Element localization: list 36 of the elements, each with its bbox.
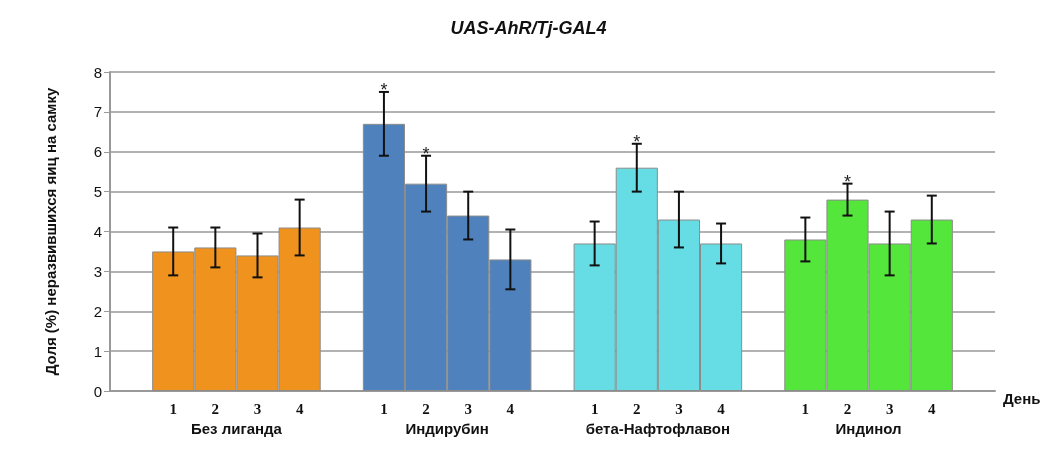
data-label: * bbox=[843, 171, 852, 192]
x-tick-label: 4 bbox=[928, 400, 937, 417]
series-label: Индинол bbox=[835, 419, 902, 437]
y-tick-label: 5 bbox=[93, 183, 102, 201]
x-tick-label: 2 bbox=[633, 400, 641, 417]
y-tick-label: 0 bbox=[93, 382, 102, 400]
y-tick-label: 1 bbox=[93, 342, 102, 360]
x-tick-label: 1 bbox=[801, 400, 810, 417]
y-tick-label: 4 bbox=[93, 223, 102, 240]
y-tick-label: 8 bbox=[93, 63, 102, 81]
y-tick-label: 6 bbox=[93, 143, 102, 161]
x-tick-label: 4 bbox=[295, 400, 304, 417]
x-tick-label: 3 bbox=[464, 400, 472, 417]
x-tick-label: 2 bbox=[422, 400, 430, 417]
x-tick-label: 4 bbox=[506, 400, 515, 417]
x-tick-label: 3 bbox=[885, 400, 894, 417]
y-axis-title: Доля (%) неразвившихся яиц на самку bbox=[42, 87, 59, 376]
y-tick-label: 3 bbox=[93, 262, 102, 280]
x-tick-label: 2 bbox=[211, 400, 220, 417]
x-tick-label: 2 bbox=[843, 400, 852, 417]
series-label: Без лиганда bbox=[190, 419, 283, 437]
data-label: * bbox=[422, 143, 430, 164]
x-tick-label: 1 bbox=[169, 400, 177, 417]
x-tick-label: 1 bbox=[380, 400, 388, 417]
x-tick-label: 3 bbox=[253, 400, 262, 417]
data-label: * bbox=[633, 131, 641, 152]
x-tick-label: 1 bbox=[590, 400, 599, 417]
series-label: бета-Нафтофлавон bbox=[585, 419, 731, 437]
data-label: * bbox=[380, 79, 388, 100]
y-tick-label: 2 bbox=[93, 302, 102, 320]
x-tick-label: 3 bbox=[675, 400, 683, 417]
chart-title: UAS-AhR/Tj-GAL4 bbox=[450, 18, 607, 38]
x-axis-title: День bbox=[1003, 390, 1041, 407]
series-label: Индирубин bbox=[405, 419, 489, 437]
x-tick-label: 4 bbox=[717, 400, 726, 417]
y-tick-label: 7 bbox=[93, 103, 102, 121]
